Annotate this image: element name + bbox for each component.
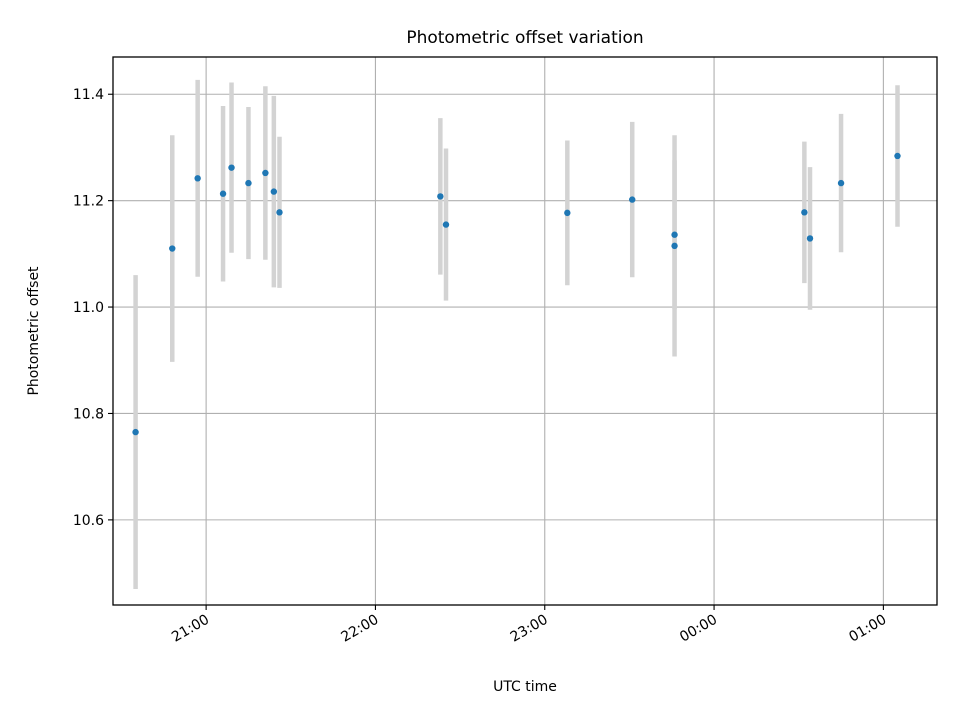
x-axis-ticks: 21:00 22:00 23:00 00:00 01:00 bbox=[169, 605, 889, 646]
data-point bbox=[132, 428, 139, 436]
data-point bbox=[564, 209, 571, 217]
error-bars bbox=[133, 79, 900, 590]
data-point bbox=[194, 175, 201, 182]
data-point bbox=[629, 196, 636, 203]
y-tick-label: 11.4 bbox=[73, 87, 104, 103]
data-point bbox=[837, 179, 845, 187]
y-tick-label: 10.6 bbox=[73, 513, 104, 529]
y-tick-label: 11.0 bbox=[73, 300, 104, 316]
chart-title: Photometric offset variation bbox=[406, 28, 643, 48]
data-point bbox=[671, 231, 678, 238]
data-point bbox=[245, 179, 252, 187]
data-point bbox=[169, 245, 176, 252]
y-tick-label: 10.8 bbox=[73, 406, 104, 422]
data-point bbox=[801, 209, 808, 216]
data-point bbox=[442, 221, 450, 228]
data-point bbox=[894, 152, 901, 160]
data-point bbox=[228, 164, 235, 171]
data-point bbox=[262, 169, 269, 177]
y-axis-ticks: 10.6 10.8 11.0 11.2 11.4 bbox=[73, 87, 113, 529]
x-tick-label: 22:00 bbox=[338, 612, 381, 646]
x-tick-label: 23:00 bbox=[508, 612, 551, 646]
x-tick-label: 00:00 bbox=[677, 612, 720, 646]
x-tick-label: 21:00 bbox=[169, 612, 212, 646]
data-points bbox=[132, 152, 901, 436]
data-point bbox=[437, 193, 444, 200]
data-point bbox=[219, 190, 227, 197]
y-tick-label: 11.2 bbox=[73, 194, 104, 210]
data-point bbox=[806, 235, 814, 242]
plot-frame bbox=[112, 56, 938, 606]
data-point bbox=[270, 188, 278, 195]
y-axis-label: Photometric offset bbox=[26, 266, 42, 396]
x-axis-label: UTC time bbox=[493, 679, 557, 695]
data-point bbox=[671, 242, 678, 250]
grid-lines bbox=[113, 57, 937, 605]
x-tick-label: 01:00 bbox=[846, 612, 889, 646]
data-point bbox=[276, 209, 283, 216]
